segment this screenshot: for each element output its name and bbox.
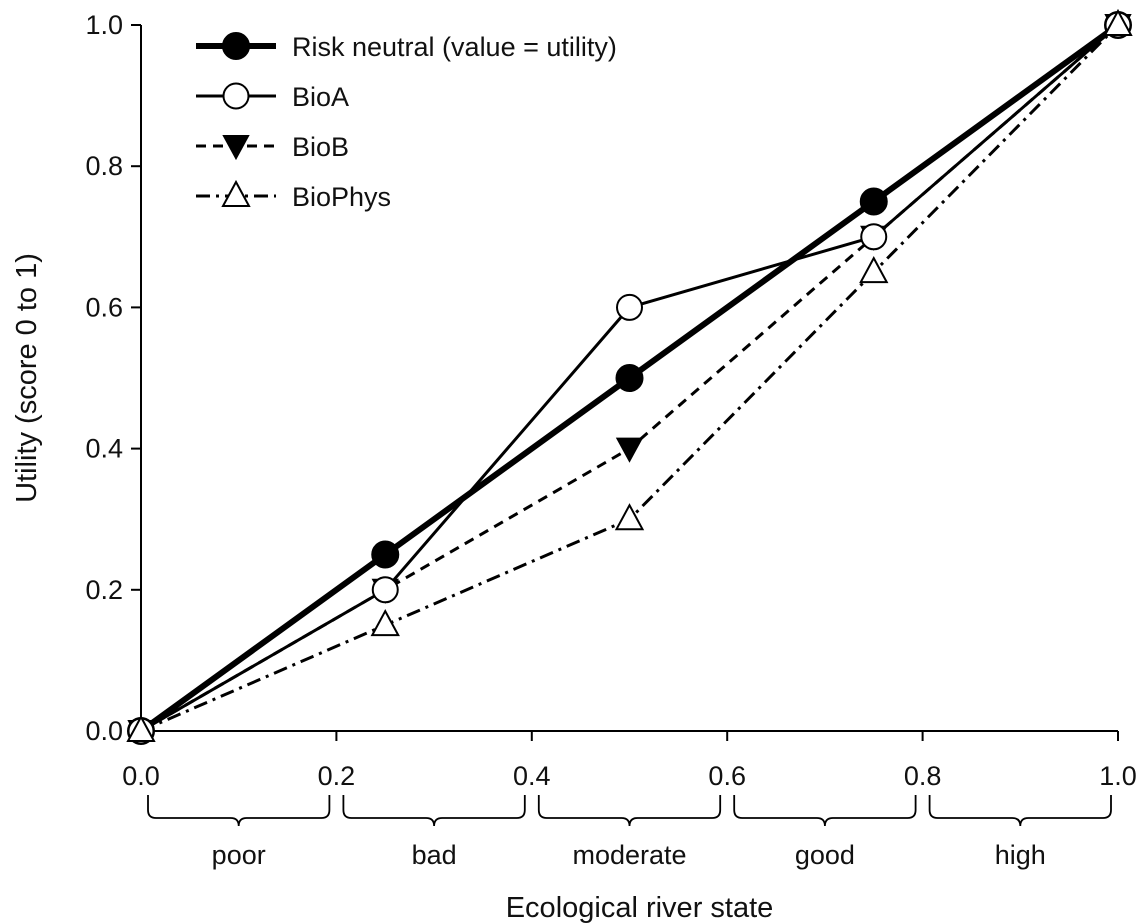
- legend-label-bioa: BioA: [292, 82, 349, 112]
- data-point-biophys: [614, 503, 645, 531]
- category-bracket-moderate: [537, 795, 722, 827]
- axes: 0.0 0.2 0.4 0.6 0.8 1.0 0.0 0.2 0.4 0.6 0.8 1.0 poor…: [85, 10, 1136, 870]
- x-axis-title: Ecological river state: [506, 892, 774, 924]
- x-tick-label: 0.6: [708, 761, 746, 791]
- y-tick-label: 0.2: [85, 575, 123, 605]
- category-label-bad: bad: [412, 840, 457, 870]
- category-bracket-bad: [342, 795, 526, 827]
- legend-marker-biophys: [221, 179, 251, 207]
- data-point-bioa: [371, 576, 399, 604]
- data-point-risk-neutral-value-utility: [615, 364, 644, 392]
- category-label-good: good: [795, 840, 855, 870]
- legend-label-biophys: BioPhys: [292, 182, 391, 212]
- legend-marker-biob: [222, 135, 250, 161]
- legend: Risk neutral (value = utility) BioA BioB Bi…: [196, 32, 617, 212]
- y-tick-label: 0.0: [85, 716, 123, 746]
- series-markers: [126, 8, 1133, 746]
- y-tick-label: 1.0: [85, 10, 123, 40]
- y-axis-title: Utility (score 0 to 1): [11, 253, 43, 503]
- data-point-biophys: [859, 256, 889, 284]
- category-label-moderate: moderate: [572, 840, 686, 870]
- legend-label-risk-neutral-value-utility: Risk neutral (value = utility): [292, 32, 617, 62]
- x-tick-label: 0.2: [318, 761, 356, 791]
- data-point-biophys: [1103, 8, 1133, 36]
- y-tick-label: 0.6: [85, 292, 123, 322]
- data-point-biob: [615, 437, 644, 463]
- category-bracket-poor: [147, 795, 331, 827]
- category-label-poor: poor: [212, 840, 266, 870]
- category-bracket-high: [928, 795, 1112, 827]
- category-label-high: high: [995, 840, 1046, 870]
- legend-label-biob: BioB: [292, 132, 349, 162]
- data-point-biophys: [370, 609, 400, 637]
- legend-marker-bioa: [222, 82, 250, 110]
- data-point-bioa: [616, 293, 643, 321]
- x-tick-label: 1.0: [1099, 761, 1137, 791]
- data-point-risk-neutral-value-utility: [371, 540, 400, 569]
- category-bracket-good: [733, 795, 917, 827]
- data-point-biophys: [126, 714, 156, 742]
- y-tick-label: 0.4: [85, 434, 123, 464]
- x-tick-label: 0.4: [513, 761, 551, 791]
- x-tick-label: 0.8: [904, 761, 942, 791]
- x-tick-label: 0.0: [122, 761, 160, 791]
- data-point-risk-neutral-value-utility: [859, 187, 888, 216]
- data-point-bioa: [860, 223, 888, 251]
- y-tick-label: 0.8: [85, 151, 123, 181]
- legend-marker-risk-neutral-value-utility: [222, 32, 250, 60]
